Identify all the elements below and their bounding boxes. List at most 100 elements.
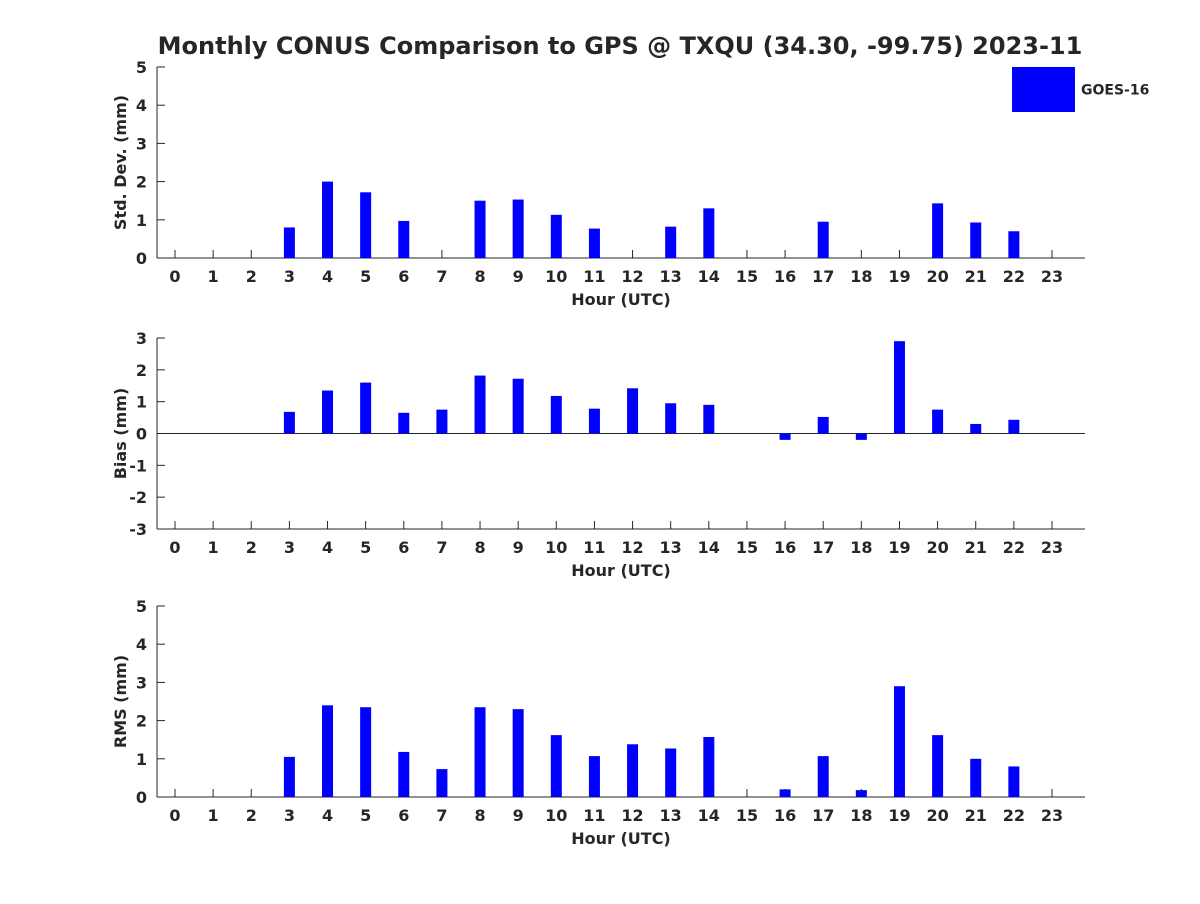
y-axis-label: RMS (mm) bbox=[111, 655, 130, 748]
bar-hour-8 bbox=[474, 707, 486, 797]
x-tick-label: 10 bbox=[545, 806, 567, 825]
x-tick-label: 9 bbox=[513, 538, 524, 557]
bar-hour-22 bbox=[1008, 231, 1020, 258]
legend-label: GOES-16 bbox=[1081, 83, 1149, 99]
bar-hour-4 bbox=[322, 705, 334, 797]
bar-hour-19 bbox=[893, 341, 905, 434]
x-tick-label: 2 bbox=[246, 538, 257, 557]
x-tick-label: 23 bbox=[1041, 806, 1063, 825]
y-tick-label: 1 bbox=[136, 750, 147, 769]
legend: GOES-16 bbox=[1012, 67, 1149, 112]
x-tick-label: 4 bbox=[322, 806, 333, 825]
x-tick-label: 15 bbox=[736, 267, 758, 286]
x-tick-label: 17 bbox=[812, 538, 834, 557]
y-tick-label: 4 bbox=[136, 96, 147, 115]
x-tick-label: 11 bbox=[583, 806, 605, 825]
chart-title: Monthly CONUS Comparison to GPS @ TXQU (… bbox=[158, 32, 1083, 60]
x-tick-label: 18 bbox=[850, 806, 872, 825]
bar-hour-10 bbox=[550, 735, 562, 797]
x-tick-label: 7 bbox=[436, 538, 447, 557]
x-tick-label: 13 bbox=[660, 538, 682, 557]
bar-hour-14 bbox=[703, 737, 715, 797]
x-tick-label: 7 bbox=[436, 806, 447, 825]
y-tick-label: 3 bbox=[136, 329, 147, 348]
x-tick-label: 19 bbox=[888, 806, 910, 825]
x-tick-label: 21 bbox=[965, 806, 987, 825]
bar-hour-4 bbox=[322, 390, 334, 434]
bar-hour-19 bbox=[893, 686, 905, 797]
x-tick-label: 13 bbox=[660, 267, 682, 286]
x-tick-label: 20 bbox=[926, 538, 948, 557]
x-tick-label: 22 bbox=[1003, 538, 1025, 557]
x-tick-label: 1 bbox=[208, 267, 219, 286]
x-tick-label: 20 bbox=[926, 267, 948, 286]
x-tick-label: 14 bbox=[698, 538, 720, 557]
bar-hour-11 bbox=[588, 408, 600, 434]
x-tick-label: 6 bbox=[398, 538, 409, 557]
bar-hour-9 bbox=[512, 199, 524, 258]
x-tick-label: 3 bbox=[284, 538, 295, 557]
bar-hour-6 bbox=[398, 751, 410, 797]
x-tick-label: 7 bbox=[436, 267, 447, 286]
y-tick-label: 2 bbox=[136, 361, 147, 380]
x-tick-label: 3 bbox=[284, 267, 295, 286]
bar-hour-16 bbox=[779, 433, 791, 440]
bar-hour-14 bbox=[703, 404, 715, 434]
y-axis-label: Bias (mm) bbox=[111, 388, 130, 480]
y-tick-label: 3 bbox=[136, 673, 147, 692]
bar-hour-5 bbox=[360, 707, 372, 797]
x-tick-label: 5 bbox=[360, 267, 371, 286]
bar-hour-21 bbox=[970, 222, 982, 258]
y-tick-label: 5 bbox=[136, 58, 147, 77]
bar-hour-17 bbox=[817, 416, 829, 434]
x-tick-label: 18 bbox=[850, 538, 872, 557]
x-tick-label: 10 bbox=[545, 267, 567, 286]
x-tick-label: 17 bbox=[812, 806, 834, 825]
bar-hour-20 bbox=[932, 735, 944, 797]
bar-hour-8 bbox=[474, 200, 486, 258]
y-tick-label: 5 bbox=[136, 597, 147, 616]
x-tick-label: 6 bbox=[398, 267, 409, 286]
x-tick-label: 18 bbox=[850, 267, 872, 286]
x-tick-label: 2 bbox=[246, 806, 257, 825]
bar-hour-20 bbox=[932, 409, 944, 434]
x-axis-label: Hour (UTC) bbox=[571, 561, 671, 580]
x-tick-label: 4 bbox=[322, 538, 333, 557]
bar-hour-22 bbox=[1008, 766, 1020, 797]
bar-hour-10 bbox=[550, 395, 562, 434]
bar-hour-3 bbox=[283, 227, 295, 258]
x-tick-label: 1 bbox=[208, 538, 219, 557]
bar-hour-14 bbox=[703, 208, 715, 258]
bar-hour-9 bbox=[512, 709, 524, 797]
y-tick-label: 2 bbox=[136, 173, 147, 192]
x-tick-label: 15 bbox=[736, 806, 758, 825]
bar-hour-16 bbox=[779, 789, 791, 797]
x-tick-label: 0 bbox=[169, 806, 180, 825]
y-axis-label: Std. Dev. (mm) bbox=[111, 95, 130, 230]
bar-hour-20 bbox=[932, 203, 944, 258]
x-tick-label: 8 bbox=[474, 806, 485, 825]
bar-hour-12 bbox=[627, 744, 639, 797]
x-tick-label: 21 bbox=[965, 538, 987, 557]
x-tick-label: 23 bbox=[1041, 267, 1063, 286]
bar-hour-13 bbox=[665, 226, 677, 258]
bar-hour-18 bbox=[855, 790, 867, 797]
bar-hour-5 bbox=[360, 192, 372, 258]
x-tick-label: 8 bbox=[474, 538, 485, 557]
x-tick-label: 5 bbox=[360, 806, 371, 825]
bar-hour-10 bbox=[550, 214, 562, 258]
x-tick-label: 22 bbox=[1003, 806, 1025, 825]
bar-hour-8 bbox=[474, 375, 486, 434]
bar-hour-17 bbox=[817, 221, 829, 258]
x-tick-label: 12 bbox=[621, 806, 643, 825]
x-tick-label: 1 bbox=[208, 806, 219, 825]
y-tick-label: 4 bbox=[136, 635, 147, 654]
x-tick-label: 17 bbox=[812, 267, 834, 286]
x-tick-label: 11 bbox=[583, 267, 605, 286]
x-tick-label: 23 bbox=[1041, 538, 1063, 557]
x-tick-label: 16 bbox=[774, 806, 796, 825]
bar-hour-22 bbox=[1008, 419, 1020, 434]
y-tick-label: 1 bbox=[136, 211, 147, 230]
